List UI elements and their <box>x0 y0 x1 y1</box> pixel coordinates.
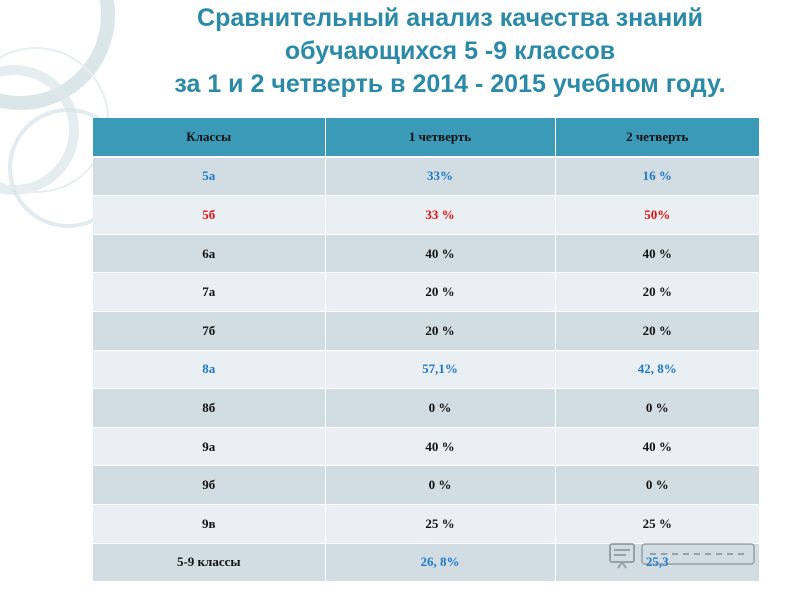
cell-q2: 25 % <box>554 504 759 544</box>
cell-q2: 0 % <box>554 388 759 428</box>
cell-class: 5б <box>93 195 325 235</box>
slide-title: Сравнительный анализ качества знаний обу… <box>90 2 800 101</box>
header-quarter-1: 1 четверть <box>324 118 555 158</box>
table-header-row: Классы 1 четверть 2 четверть <box>93 118 759 158</box>
cell-q1: 20 % <box>324 311 555 351</box>
cell-q2: 20 % <box>554 311 759 351</box>
table-row: 6а 40 % 40 % <box>93 234 759 274</box>
cell-q2: 42, 8% <box>554 350 759 390</box>
table-row: 8б 0 % 0 % <box>93 388 759 428</box>
cell-q1: 26, 8% <box>324 543 555 583</box>
header-quarter-2: 2 четверть <box>554 118 759 158</box>
cell-q2: 25,3 <box>554 543 759 583</box>
cell-q2: 0 % <box>554 465 759 505</box>
cell-class: 7а <box>93 272 325 312</box>
table-row: 7а 20 % 20 % <box>93 272 759 312</box>
cell-class: 8а <box>93 350 325 390</box>
table-row: 5а 33% 16 % <box>93 156 759 197</box>
cell-q1: 33 % <box>324 195 555 235</box>
cell-class: 9б <box>93 465 325 505</box>
cell-q1: 0 % <box>324 388 555 428</box>
cell-q2: 40 % <box>554 427 759 467</box>
cell-q2: 40 % <box>554 234 759 274</box>
cell-q1: 0 % <box>324 465 555 505</box>
table-row-total: 5-9 классы 26, 8% 25,3 <box>93 543 759 583</box>
title-line-2: обучающихся 5 -9 классов <box>284 37 616 65</box>
title-line-1: Сравнительный анализ качества знаний <box>197 4 703 32</box>
table-row: 7б 20 % 20 % <box>93 311 759 351</box>
cell-q1: 20 % <box>324 272 555 312</box>
cell-class: 5а <box>93 156 325 197</box>
quality-table: Классы 1 четверть 2 четверть 5а 33% 16 %… <box>93 118 759 583</box>
table-row: 9а 40 % 40 % <box>93 427 759 467</box>
cell-q2: 50% <box>554 195 759 235</box>
header-classes: Классы <box>93 118 325 158</box>
cell-q1: 25 % <box>324 504 555 544</box>
cell-class: 8б <box>93 388 325 428</box>
cell-class: 7б <box>93 311 325 351</box>
cell-class: 5-9 классы <box>93 543 325 583</box>
table-row: 8а 57,1% 42, 8% <box>93 350 759 390</box>
cell-q1: 40 % <box>324 234 555 274</box>
table-row: 5б 33 % 50% <box>93 195 759 235</box>
cell-q1: 57,1% <box>324 350 555 390</box>
title-line-3: за 1 и 2 четверть в 2014 - 2015 учебном … <box>174 70 726 98</box>
cell-class: 9в <box>93 504 325 544</box>
cell-q2: 16 % <box>554 156 759 197</box>
table-row: 9в 25 % 25 % <box>93 504 759 544</box>
table-row: 9б 0 % 0 % <box>93 465 759 505</box>
cell-class: 9а <box>93 427 325 467</box>
cell-q1: 40 % <box>324 427 555 467</box>
cell-q1: 33% <box>324 156 555 197</box>
cell-class: 6а <box>93 234 325 274</box>
cell-q2: 20 % <box>554 272 759 312</box>
